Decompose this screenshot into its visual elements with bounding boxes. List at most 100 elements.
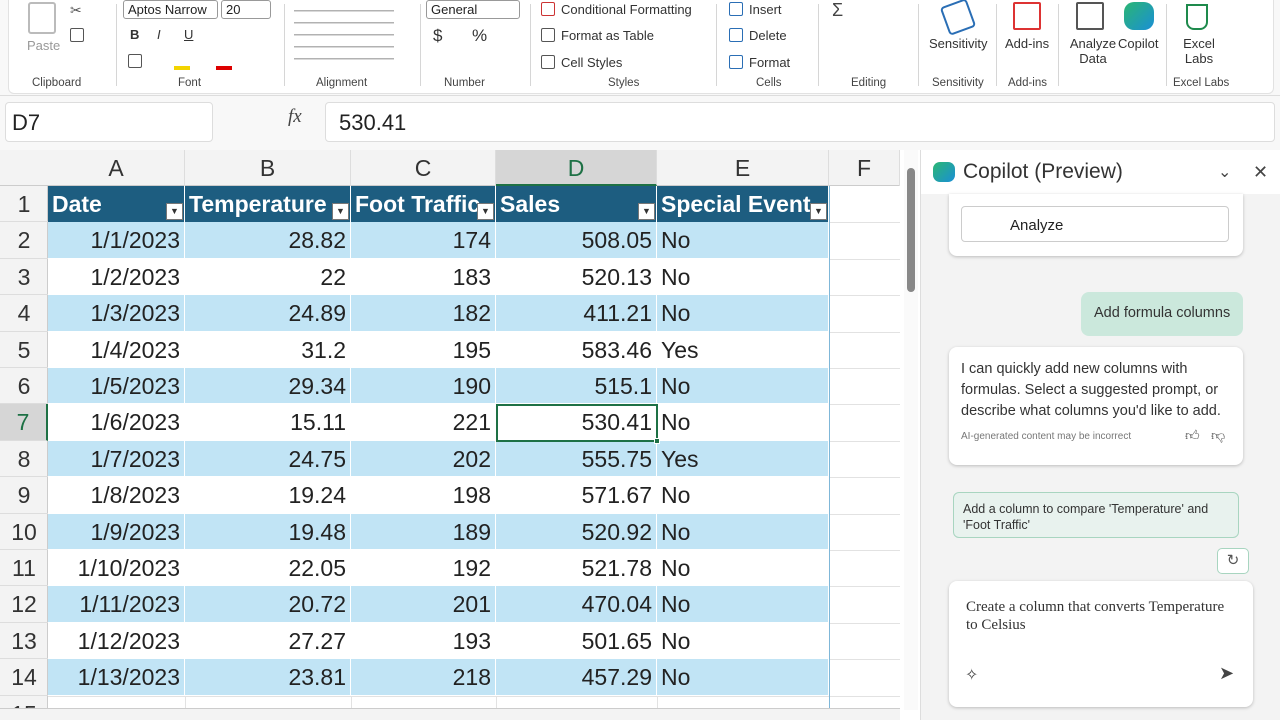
- font-size[interactable]: 20: [221, 0, 271, 19]
- cell[interactable]: No: [657, 258, 829, 296]
- cell[interactable]: 583.46: [496, 331, 657, 368]
- cell[interactable]: 1/2/2023: [48, 258, 185, 296]
- cell[interactable]: 1/5/2023: [48, 368, 185, 405]
- refresh-button[interactable]: ↻: [1217, 548, 1249, 574]
- cell[interactable]: 1/7/2023: [48, 440, 185, 478]
- cell[interactable]: No: [657, 586, 829, 623]
- thumbs-down[interactable]: 👎︎: [1211, 427, 1226, 443]
- font-color[interactable]: [216, 66, 232, 70]
- cell[interactable]: No: [657, 222, 829, 259]
- cell[interactable]: 24.75: [185, 440, 351, 478]
- collapse-button[interactable]: ⌄: [1218, 164, 1232, 181]
- cell[interactable]: 1/12/2023: [48, 622, 185, 660]
- cell[interactable]: No: [657, 477, 829, 514]
- cell[interactable]: 29.34: [185, 368, 351, 405]
- cell[interactable]: 15.11: [185, 404, 351, 441]
- delete-button[interactable]: Delete: [749, 28, 787, 43]
- cell[interactable]: No: [657, 550, 829, 587]
- cell[interactable]: 1/11/2023: [48, 586, 185, 623]
- cell[interactable]: 501.65: [496, 622, 657, 660]
- percent-button[interactable]: %: [472, 26, 488, 45]
- cell[interactable]: 1/6/2023: [48, 404, 185, 441]
- cell[interactable]: 571.67: [496, 477, 657, 514]
- close-button[interactable]: ✕: [1253, 162, 1269, 182]
- cell[interactable]: 27.27: [185, 622, 351, 660]
- scrollbar[interactable]: [904, 150, 918, 710]
- cell[interactable]: 23.81: [185, 659, 351, 696]
- cell[interactable]: No: [657, 404, 829, 441]
- sensitivity-button[interactable]: Sensitivity: [929, 36, 988, 51]
- fx-button[interactable]: fx: [288, 106, 302, 127]
- cell[interactable]: No: [657, 368, 829, 405]
- input-text[interactable]: Create a column that converts Temperatur…: [966, 599, 1225, 633]
- cell[interactable]: 201: [351, 586, 496, 623]
- cell-styles-button[interactable]: Cell Styles: [561, 55, 623, 70]
- conditional-formatting-button[interactable]: Conditional Formatting: [561, 2, 692, 17]
- excel-labs-button[interactable]: Excel Labs: [1183, 36, 1215, 66]
- cell[interactable]: Yes: [657, 331, 829, 368]
- cell[interactable]: 182: [351, 295, 496, 332]
- underline-button[interactable]: U: [184, 27, 194, 42]
- cell[interactable]: 174: [351, 222, 496, 259]
- cell[interactable]: 1/10/2023: [48, 550, 185, 587]
- cell[interactable]: 198: [351, 477, 496, 514]
- cell[interactable]: 1/9/2023: [48, 513, 185, 550]
- cell[interactable]: 183: [351, 258, 496, 296]
- send-button[interactable]: ➤: [1219, 663, 1235, 683]
- cell[interactable]: 202: [351, 440, 496, 478]
- cell[interactable]: 22.05: [185, 550, 351, 587]
- cell[interactable]: 520.13: [496, 258, 657, 296]
- format-button[interactable]: Format: [749, 55, 791, 70]
- cell[interactable]: 22: [185, 258, 351, 296]
- cell[interactable]: No: [657, 513, 829, 550]
- cell[interactable]: 195: [351, 331, 496, 368]
- cell[interactable]: 19.48: [185, 513, 351, 550]
- cell[interactable]: 189: [351, 513, 496, 550]
- cut-icon[interactable]: ✂: [70, 2, 82, 18]
- cell[interactable]: Yes: [657, 440, 829, 478]
- italic-button[interactable]: I: [157, 27, 161, 42]
- font-name[interactable]: Aptos Narrow: [123, 0, 218, 19]
- cell[interactable]: 1/3/2023: [48, 295, 185, 332]
- cell[interactable]: 19.24: [185, 477, 351, 514]
- autosum-icon[interactable]: Σ: [832, 0, 844, 20]
- cell[interactable]: 1/8/2023: [48, 477, 185, 514]
- cell[interactable]: 192: [351, 550, 496, 587]
- copy-icon[interactable]: [70, 28, 84, 42]
- analyze-button[interactable]: Analyze: [961, 206, 1229, 242]
- cell[interactable]: 1/13/2023: [48, 659, 185, 696]
- alignment-icons[interactable]: [294, 4, 394, 69]
- cell[interactable]: No: [657, 659, 829, 696]
- analyze-data-button[interactable]: Analyze Data: [1069, 36, 1117, 66]
- bold-button[interactable]: B: [130, 27, 140, 42]
- cell[interactable]: 190: [351, 368, 496, 405]
- input-box[interactable]: Create a column that converts Temperatur…: [949, 581, 1253, 707]
- paste-button[interactable]: Paste: [27, 38, 61, 53]
- prompt-guide-button[interactable]: ✧: [965, 667, 979, 684]
- cell[interactable]: 470.04: [496, 586, 657, 623]
- suggested-prompt[interactable]: Add a column to compare 'Temperature' an…: [953, 492, 1239, 538]
- currency-button[interactable]: $: [433, 26, 443, 45]
- cell[interactable]: 218: [351, 659, 496, 696]
- copilot-button[interactable]: Copilot: [1118, 36, 1159, 51]
- cell[interactable]: 521.78: [496, 550, 657, 587]
- cell[interactable]: 24.89: [185, 295, 351, 332]
- format-as-table-button[interactable]: Format as Table: [561, 28, 654, 43]
- cell[interactable]: 31.2: [185, 331, 351, 368]
- cell[interactable]: No: [657, 295, 829, 332]
- cell[interactable]: 515.1: [496, 368, 657, 405]
- cell[interactable]: 520.92: [496, 513, 657, 550]
- fill-color[interactable]: [174, 66, 190, 70]
- cell[interactable]: 457.29: [496, 659, 657, 696]
- scroll-thumb[interactable]: [907, 168, 915, 292]
- name-box[interactable]: D7: [5, 102, 213, 142]
- cell[interactable]: 28.82: [185, 222, 351, 259]
- cell[interactable]: No: [657, 622, 829, 660]
- cell[interactable]: 221: [351, 404, 496, 441]
- cell[interactable]: 411.21: [496, 295, 657, 332]
- addins-button[interactable]: Add-ins: [1005, 36, 1050, 51]
- cell[interactable]: 508.05: [496, 222, 657, 259]
- borders-icon[interactable]: [128, 54, 142, 68]
- thumbs-up[interactable]: 👍︎: [1185, 427, 1200, 443]
- cell[interactable]: 555.75: [496, 440, 657, 478]
